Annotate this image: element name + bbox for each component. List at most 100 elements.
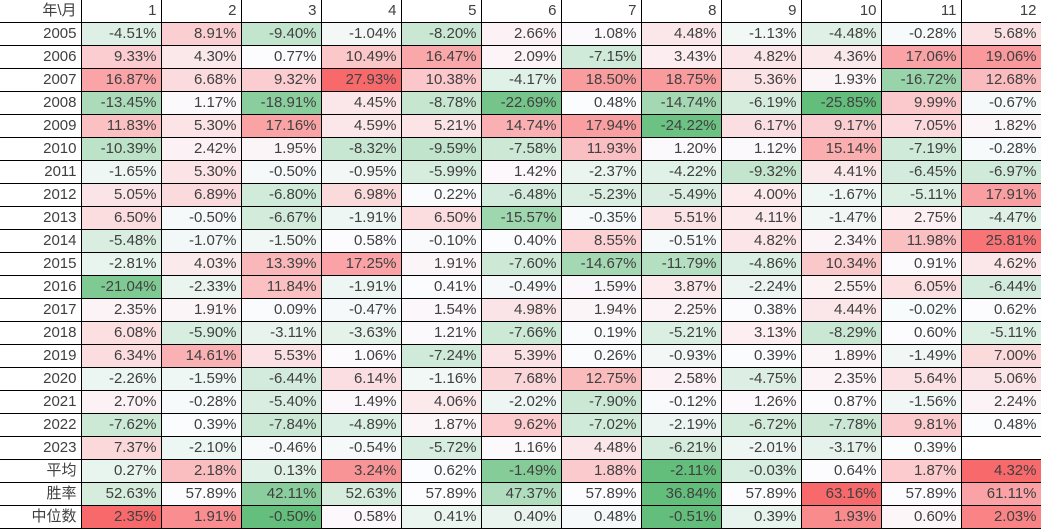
cell-2009-10: 9.17% — [800, 114, 882, 138]
cell-median-12: 2.03% — [960, 505, 1041, 529]
cell-2020-8: 2.58% — [640, 367, 722, 391]
median-row: 中位数 2.35% 1.91% -0.50% 0.58% 0.41% 0.40% 0.48% -… — [0, 505, 1041, 529]
cell-2021-4: 1.49% — [320, 390, 402, 414]
cell-2022-7: -7.02% — [560, 413, 642, 437]
cell-2018-6: -7.66% — [480, 321, 562, 345]
cell-2006-8: 3.43% — [640, 45, 722, 69]
cell-2006-4: 10.49% — [320, 45, 402, 69]
cell-2018-1: 6.08% — [80, 321, 162, 345]
cell-2018-3: -3.11% — [240, 321, 322, 345]
year-label-2009: 2009 — [0, 114, 82, 138]
cell-average-7: 1.88% — [560, 459, 642, 483]
cell-2008-1: -13.45% — [80, 91, 162, 115]
year-label-2012: 2012 — [0, 183, 82, 207]
year-label-2013: 2013 — [0, 206, 82, 230]
cell-win-rate-8: 36.84% — [640, 482, 722, 506]
year-row-2010: 2010 -10.39% 2.42% 1.95% -8.32% -9.59% -7.58% 1… — [0, 137, 1041, 161]
cell-2016-5: 0.41% — [400, 275, 482, 299]
cell-2013-2: -0.50% — [160, 206, 242, 230]
year-label-2015: 2015 — [0, 252, 82, 276]
cell-2021-12: 2.24% — [960, 390, 1041, 414]
cell-2010-2: 2.42% — [160, 137, 242, 161]
cell-median-10: 1.93% — [800, 505, 882, 529]
cell-2008-10: -25.85% — [800, 91, 882, 115]
cell-average-5: 0.62% — [400, 459, 482, 483]
cell-2012-11: -5.11% — [880, 183, 962, 207]
cell-average-8: -2.11% — [640, 459, 722, 483]
cell-2019-12: 7.00% — [960, 344, 1041, 368]
cell-win-rate-11: 57.89% — [880, 482, 962, 506]
cell-2007-2: 6.68% — [160, 68, 242, 92]
cell-2016-4: -1.91% — [320, 275, 402, 299]
cell-2007-1: 16.87% — [80, 68, 162, 92]
cell-2023-9: -2.01% — [720, 436, 802, 460]
cell-2013-7: -0.35% — [560, 206, 642, 230]
cell-2023-2: -2.10% — [160, 436, 242, 460]
cell-2010-12: -0.28% — [960, 137, 1041, 161]
cell-win-rate-9: 57.89% — [720, 482, 802, 506]
cell-2017-3: 0.09% — [240, 298, 322, 322]
cell-2011-8: -4.22% — [640, 160, 722, 184]
cell-2007-5: 10.38% — [400, 68, 482, 92]
cell-2005-9: -1.13% — [720, 22, 802, 46]
cell-median-6: 0.40% — [480, 505, 562, 529]
cell-2017-9: 0.38% — [720, 298, 802, 322]
header-row: 年\月 1 2 3 4 5 6 7 8 9 10 11 12 — [0, 0, 1041, 23]
month-header-12: 12 — [960, 0, 1041, 23]
cell-2008-11: 9.99% — [880, 91, 962, 115]
cell-2015-10: 10.34% — [800, 252, 882, 276]
year-label-2020: 2020 — [0, 367, 82, 391]
cell-2012-7: -5.23% — [560, 183, 642, 207]
cell-2006-1: 9.33% — [80, 45, 162, 69]
year-row-2013: 2013 6.50% -0.50% -6.67% -1.91% 6.50% -15.57% -… — [0, 206, 1041, 230]
year-label-2005: 2005 — [0, 22, 82, 46]
cell-2015-6: -7.60% — [480, 252, 562, 276]
cell-2008-9: -6.19% — [720, 91, 802, 115]
cell-2018-10: -8.29% — [800, 321, 882, 345]
cell-2017-5: 1.54% — [400, 298, 482, 322]
cell-2018-11: 0.60% — [880, 321, 962, 345]
cell-2007-11: -16.72% — [880, 68, 962, 92]
cell-2023-11: 0.39% — [880, 436, 962, 460]
cell-2011-7: -2.37% — [560, 160, 642, 184]
cell-2019-5: -7.24% — [400, 344, 482, 368]
cell-2022-4: -4.89% — [320, 413, 402, 437]
cell-average-6: -1.49% — [480, 459, 562, 483]
cell-2022-2: 0.39% — [160, 413, 242, 437]
cell-2006-3: 0.77% — [240, 45, 322, 69]
cell-2017-11: -0.02% — [880, 298, 962, 322]
cell-2012-9: 4.00% — [720, 183, 802, 207]
cell-2020-6: 7.68% — [480, 367, 562, 391]
cell-2015-11: 0.91% — [880, 252, 962, 276]
cell-2019-11: -1.49% — [880, 344, 962, 368]
year-row-2017: 2017 2.35% 1.91% 0.09% -0.47% 1.54% 4.98% 1.94%… — [0, 298, 1041, 322]
year-label-2022: 2022 — [0, 413, 82, 437]
cell-median-9: 0.39% — [720, 505, 802, 529]
cell-2014-12: 25.81% — [960, 229, 1041, 253]
cell-2022-12: 0.48% — [960, 413, 1041, 437]
cell-2018-7: 0.19% — [560, 321, 642, 345]
cell-2005-10: -4.48% — [800, 22, 882, 46]
cell-2016-12: -6.44% — [960, 275, 1041, 299]
year-label-2014: 2014 — [0, 229, 82, 253]
cell-2013-11: 2.75% — [880, 206, 962, 230]
month-header-10: 10 — [800, 0, 882, 23]
cell-2021-10: 0.87% — [800, 390, 882, 414]
cell-2012-12: 17.91% — [960, 183, 1041, 207]
cell-2011-4: -0.95% — [320, 160, 402, 184]
cell-2005-3: -9.40% — [240, 22, 322, 46]
cell-2005-11: -0.28% — [880, 22, 962, 46]
cell-2019-2: 14.61% — [160, 344, 242, 368]
cell-2008-5: -8.78% — [400, 91, 482, 115]
cell-2014-5: -0.10% — [400, 229, 482, 253]
cell-2005-6: 2.66% — [480, 22, 562, 46]
month-header-9: 9 — [720, 0, 802, 23]
year-row-2023: 2023 7.37% -2.10% -0.46% -0.54% -5.72% 1.16% 4.… — [0, 436, 1041, 460]
cell-2020-3: -6.44% — [240, 367, 322, 391]
month-header-2: 2 — [160, 0, 242, 23]
cell-2008-8: -14.74% — [640, 91, 722, 115]
month-header-6: 6 — [480, 0, 562, 23]
year-label-2011: 2011 — [0, 160, 82, 184]
